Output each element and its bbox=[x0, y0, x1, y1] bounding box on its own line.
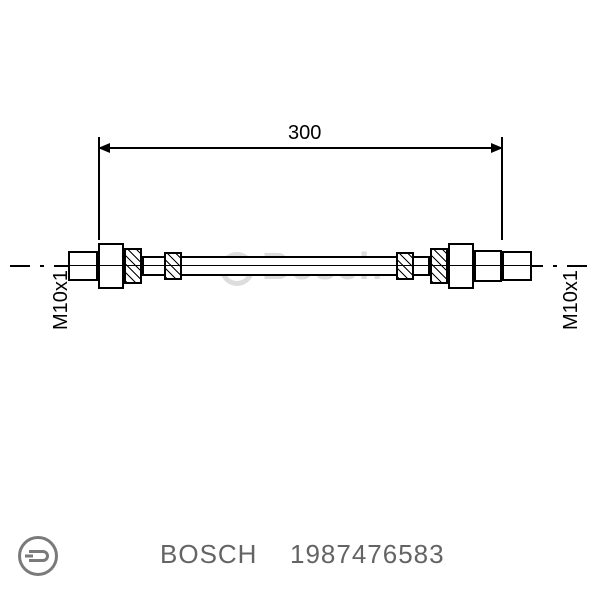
thread-label-right: M10x1 bbox=[560, 270, 583, 330]
hose-band-left bbox=[164, 252, 182, 280]
hose-body bbox=[142, 256, 430, 276]
footer-logo-icon bbox=[18, 536, 58, 576]
footer-brand: BOSCH bbox=[160, 539, 257, 570]
right-fitting bbox=[502, 251, 532, 281]
dimension-line bbox=[98, 147, 501, 149]
left-fitting bbox=[68, 251, 98, 281]
axis-dot-1 bbox=[40, 265, 44, 267]
left-collar bbox=[124, 248, 142, 284]
axis-over bbox=[68, 265, 532, 266]
axis-dash-4 bbox=[567, 265, 587, 267]
dim-arrow-left bbox=[98, 143, 110, 153]
right-barrel bbox=[474, 250, 502, 282]
hose-band-right bbox=[396, 252, 414, 280]
dim-arrow-right bbox=[491, 143, 503, 153]
footer-logo-anchor bbox=[25, 555, 33, 558]
drawing-canvas: 300 M10x1 M10x1 Bosch BOSCH 1987476583 bbox=[0, 0, 600, 600]
right-collar bbox=[430, 248, 448, 284]
right-hex bbox=[448, 243, 474, 289]
axis-dot-2 bbox=[553, 265, 557, 267]
axis-dash-1 bbox=[10, 265, 30, 267]
footer-part-number: 1987476583 bbox=[290, 539, 445, 570]
left-hex bbox=[98, 243, 124, 289]
dimension-value: 300 bbox=[288, 122, 321, 145]
